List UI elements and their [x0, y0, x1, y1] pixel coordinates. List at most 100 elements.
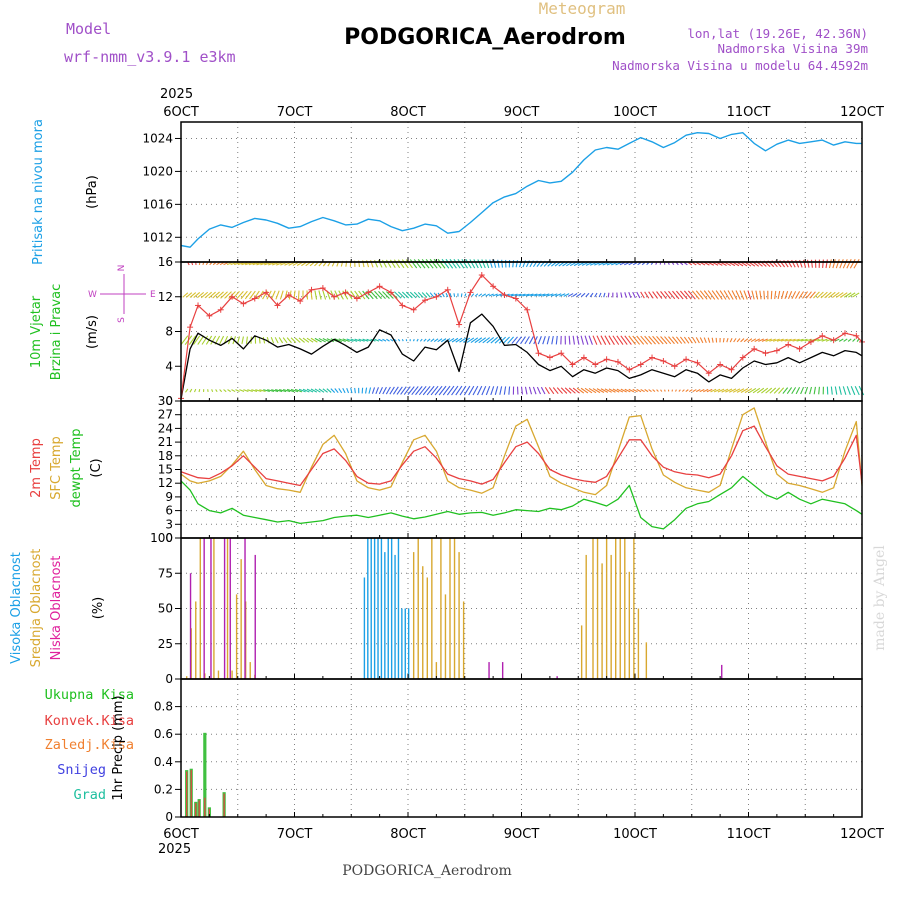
- wind-arrow: [208, 291, 216, 299]
- wind-arrow: [628, 335, 636, 345]
- wind-arrow: [453, 293, 456, 297]
- y-tick-label: 12: [158, 476, 173, 490]
- y-tick-label: 1016: [142, 197, 173, 211]
- wind-arrow: [212, 262, 216, 266]
- wind-arrow: [510, 293, 518, 297]
- wind-arrow: [534, 293, 542, 297]
- wind-arrow: [334, 290, 340, 300]
- y-tick-label: 1012: [142, 230, 173, 244]
- wind-arrow: [832, 259, 836, 269]
- precip-bar-total: [203, 732, 207, 817]
- wind-arrow: [747, 338, 753, 343]
- wind-arrow: [787, 291, 793, 300]
- wind-arrow: [652, 291, 659, 299]
- wind-arrow: [743, 290, 748, 300]
- wind-arrow: [251, 389, 258, 392]
- wind-arrow: [235, 389, 240, 393]
- wind-arrow: [652, 389, 656, 392]
- wind-arrow: [358, 290, 366, 300]
- wind-arrow: [264, 262, 272, 266]
- wind-arrow: [322, 338, 331, 343]
- wind-title-2: Brzina i Pravac: [49, 284, 64, 381]
- wind-arrow: [850, 386, 856, 396]
- wind-arrow: [371, 387, 376, 394]
- wind-arrow: [727, 290, 734, 300]
- wind-arrow: [186, 292, 193, 298]
- wind-arrow: [756, 387, 765, 394]
- wind-arrow: [600, 335, 607, 345]
- wind-arrow: [382, 386, 387, 395]
- wind-arrow: [374, 338, 380, 342]
- wind-arrow: [796, 338, 804, 342]
- wind-arrow: [422, 385, 431, 396]
- wind-arrow: [485, 386, 491, 396]
- wind-arrow: [197, 335, 205, 345]
- wind-arrow: [466, 337, 475, 343]
- wind-arrow: [354, 338, 362, 342]
- wind-arrow: [644, 389, 649, 393]
- model-elevation: Nadmorska Visina u modelu 64.4592m: [612, 58, 868, 73]
- wind-arrow: [729, 338, 733, 343]
- wind-arrow: [624, 388, 631, 393]
- wind-arrow: [223, 262, 228, 266]
- wind-arrow: [580, 335, 584, 345]
- wind-arrow: [740, 338, 745, 343]
- pressure-line: [180, 131, 862, 248]
- wind-arrow: [624, 292, 627, 298]
- wind-arrow: [598, 292, 602, 298]
- wind-arrow: [180, 335, 189, 345]
- wind-arrow: [346, 338, 354, 342]
- wind-arrow: [478, 337, 487, 344]
- wind-arrow: [294, 388, 303, 393]
- wind-arrow: [548, 387, 555, 395]
- pressure-ylabel: (hPa): [85, 175, 100, 209]
- wind-arrow: [592, 388, 601, 394]
- wind-arrow: [678, 389, 681, 392]
- wind-arrow: [224, 291, 232, 299]
- time-label-top: 10OCT: [613, 105, 657, 120]
- wind-arrow: [374, 259, 379, 268]
- wind-arrow: [220, 291, 228, 299]
- wind-arrow: [546, 335, 550, 345]
- wind-arrow: [725, 388, 733, 393]
- wind-arrow: [726, 338, 729, 343]
- wind-arrow: [699, 388, 705, 393]
- wind-arrow: [338, 290, 344, 300]
- wind-arrow: [615, 262, 622, 266]
- wind-arrow: [707, 261, 715, 266]
- wind-arrow: [584, 387, 593, 394]
- wind-arrow: [842, 386, 847, 395]
- wind-arrow: [810, 259, 813, 268]
- time-label-top: 7OCT: [277, 105, 313, 120]
- wind-arrow: [696, 262, 701, 266]
- wind-arrow: [721, 388, 729, 393]
- wind-arrow: [636, 335, 645, 345]
- wind-arrow: [776, 338, 784, 342]
- wind-arrow: [828, 259, 832, 269]
- wind-arrow: [482, 337, 491, 344]
- time-label-top: 11OCT: [727, 105, 771, 120]
- wind-arrow: [608, 388, 616, 393]
- wind-arrow: [759, 290, 762, 300]
- y-tick-label: 0: [165, 672, 173, 686]
- precip-bar-conv: [223, 793, 225, 817]
- wind-arrow: [334, 388, 339, 394]
- time-label-top: 12OCT: [840, 105, 884, 120]
- wind-arrow: [193, 388, 197, 393]
- wind-arrow: [834, 386, 838, 395]
- model-label: Model: [66, 20, 111, 38]
- wind-arrow: [813, 386, 817, 395]
- wind-arrow: [263, 389, 270, 393]
- wind-arrow: [656, 389, 659, 392]
- wind-arrow: [182, 292, 189, 298]
- wind-arrow: [268, 261, 276, 266]
- wind-arrow: [695, 337, 700, 344]
- y-tick-label: 1024: [142, 131, 173, 145]
- wind-arrow: [392, 386, 399, 395]
- wind-arrow: [564, 387, 572, 394]
- wind-arrow: [202, 262, 205, 266]
- wind-arrow: [637, 262, 641, 266]
- wind-arrow: [338, 338, 346, 343]
- wind-arrow: [429, 292, 435, 298]
- wind-arrow: [386, 291, 394, 299]
